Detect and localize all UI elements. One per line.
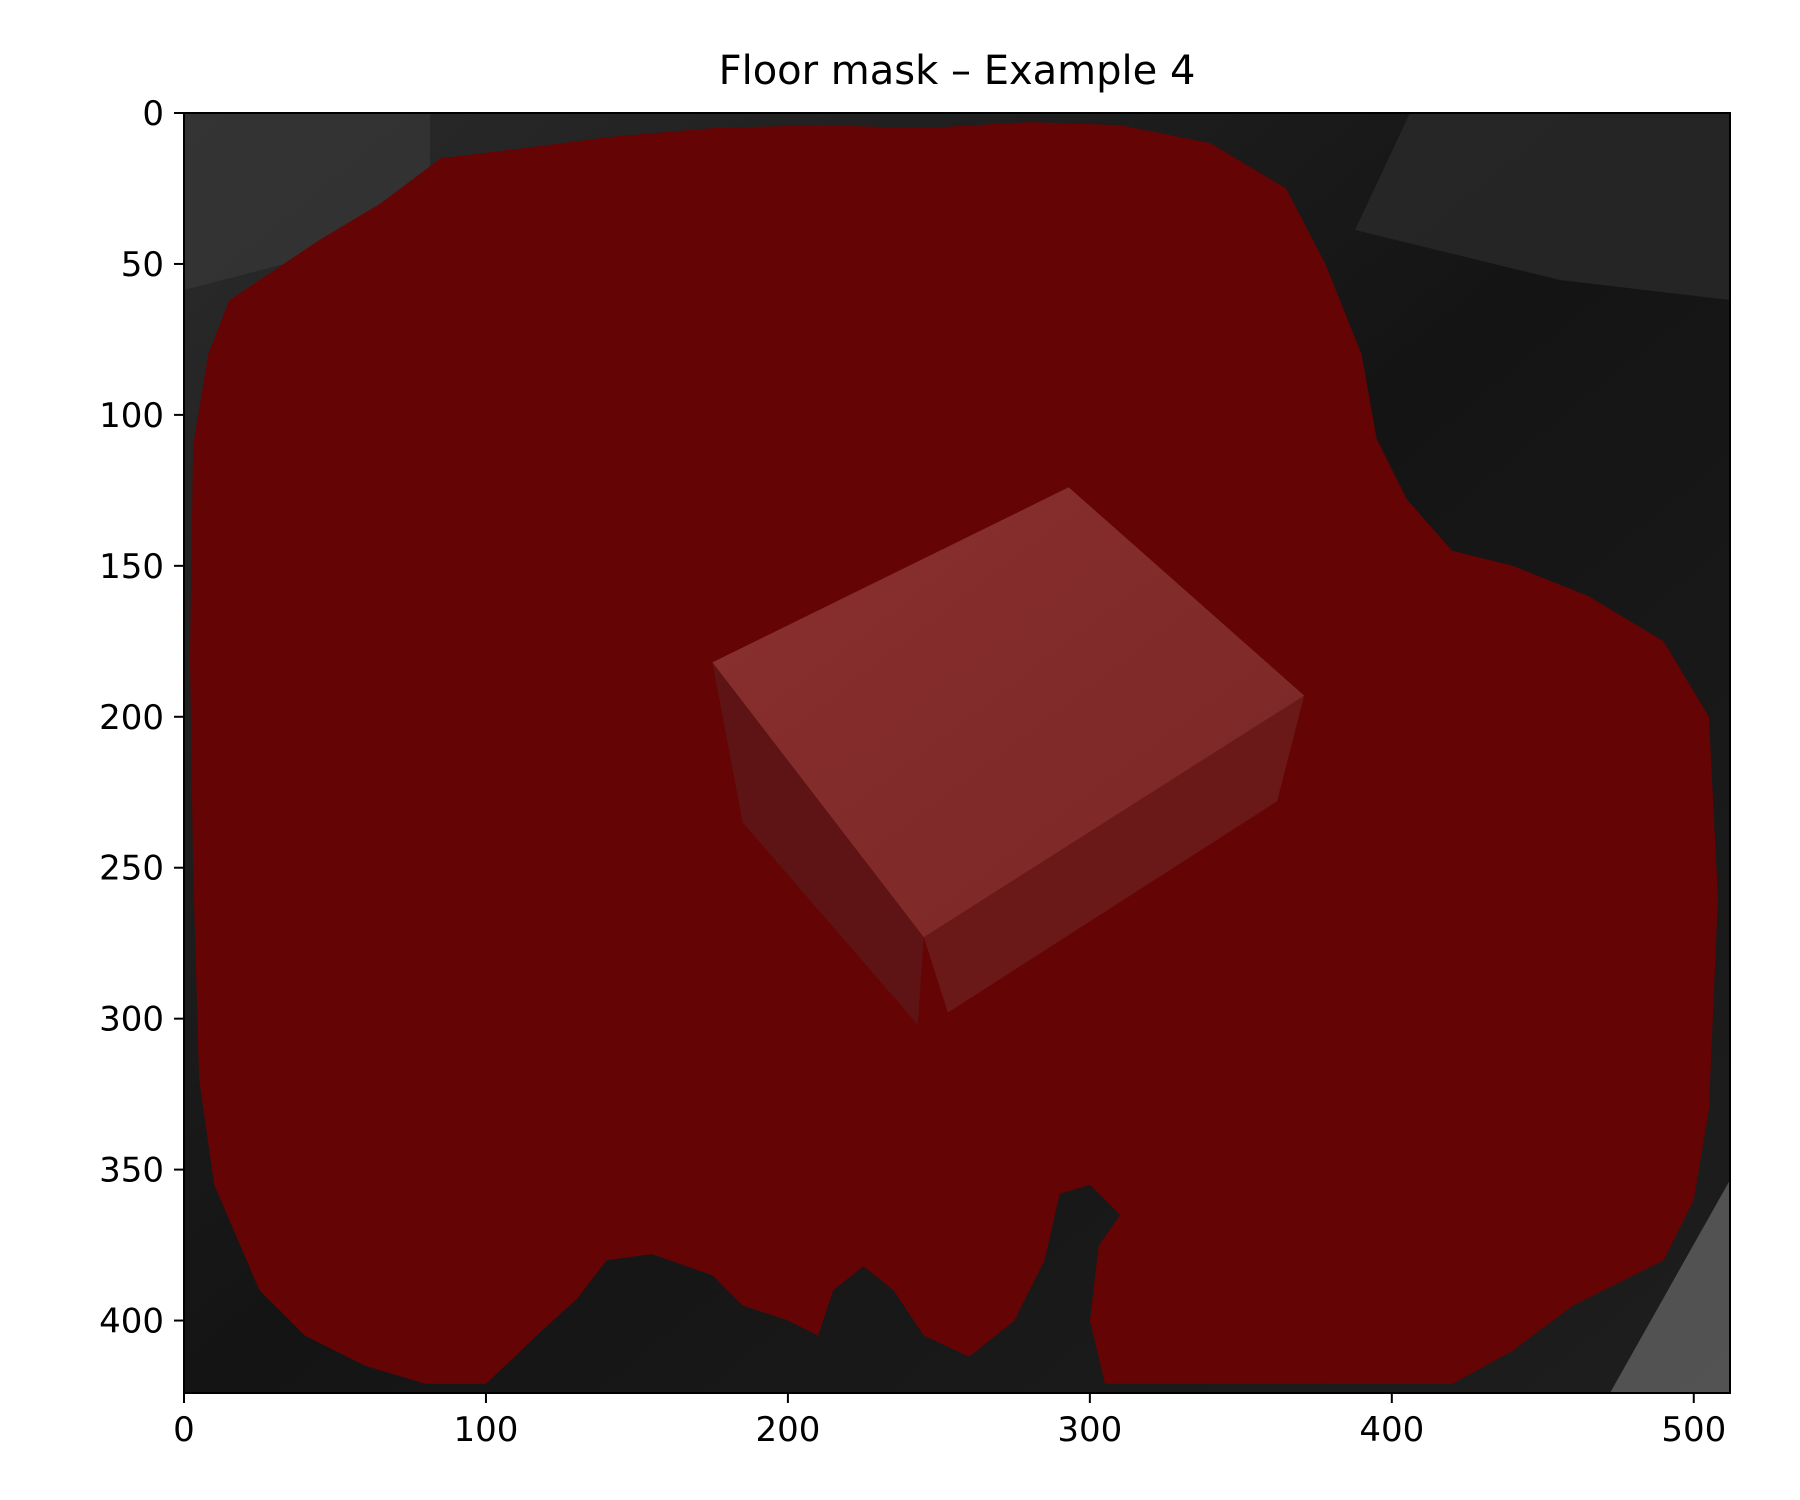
y-tick-label: 150 (99, 547, 164, 587)
y-tick-label: 100 (99, 396, 164, 436)
x-tick-label: 0 (173, 1410, 195, 1450)
lower-right-corner (1610, 1180, 1730, 1393)
chart-title: Floor mask – Example 4 (719, 48, 1196, 94)
y-tick-label: 250 (99, 849, 164, 889)
x-tick-label: 300 (1057, 1410, 1122, 1450)
x-tick-label: 500 (1661, 1410, 1726, 1450)
y-tick-label: 400 (99, 1302, 164, 1342)
upper-right-wall (1355, 113, 1730, 300)
axes-frame (183, 112, 1731, 1394)
y-tick-label: 50 (121, 245, 164, 285)
y-tick-label: 350 (99, 1151, 164, 1191)
x-tick-label: 100 (454, 1410, 519, 1450)
y-tick-label: 0 (142, 94, 164, 134)
y-tick-label: 300 (99, 1000, 164, 1040)
upper-left-shelf (184, 113, 430, 290)
box-top-face (712, 487, 1305, 938)
image-area (184, 113, 1730, 1393)
box-front-face (712, 662, 924, 1025)
x-axis: 0 100 200 300 400 500 (173, 1393, 1726, 1450)
box-side-face (923, 695, 1305, 1013)
x-tick-label: 200 (755, 1410, 820, 1450)
x-tick-label: 400 (1359, 1410, 1424, 1450)
y-axis: 0 50 100 150 200 250 300 350 400 (99, 94, 184, 1342)
y-tick-label: 200 (99, 698, 164, 738)
